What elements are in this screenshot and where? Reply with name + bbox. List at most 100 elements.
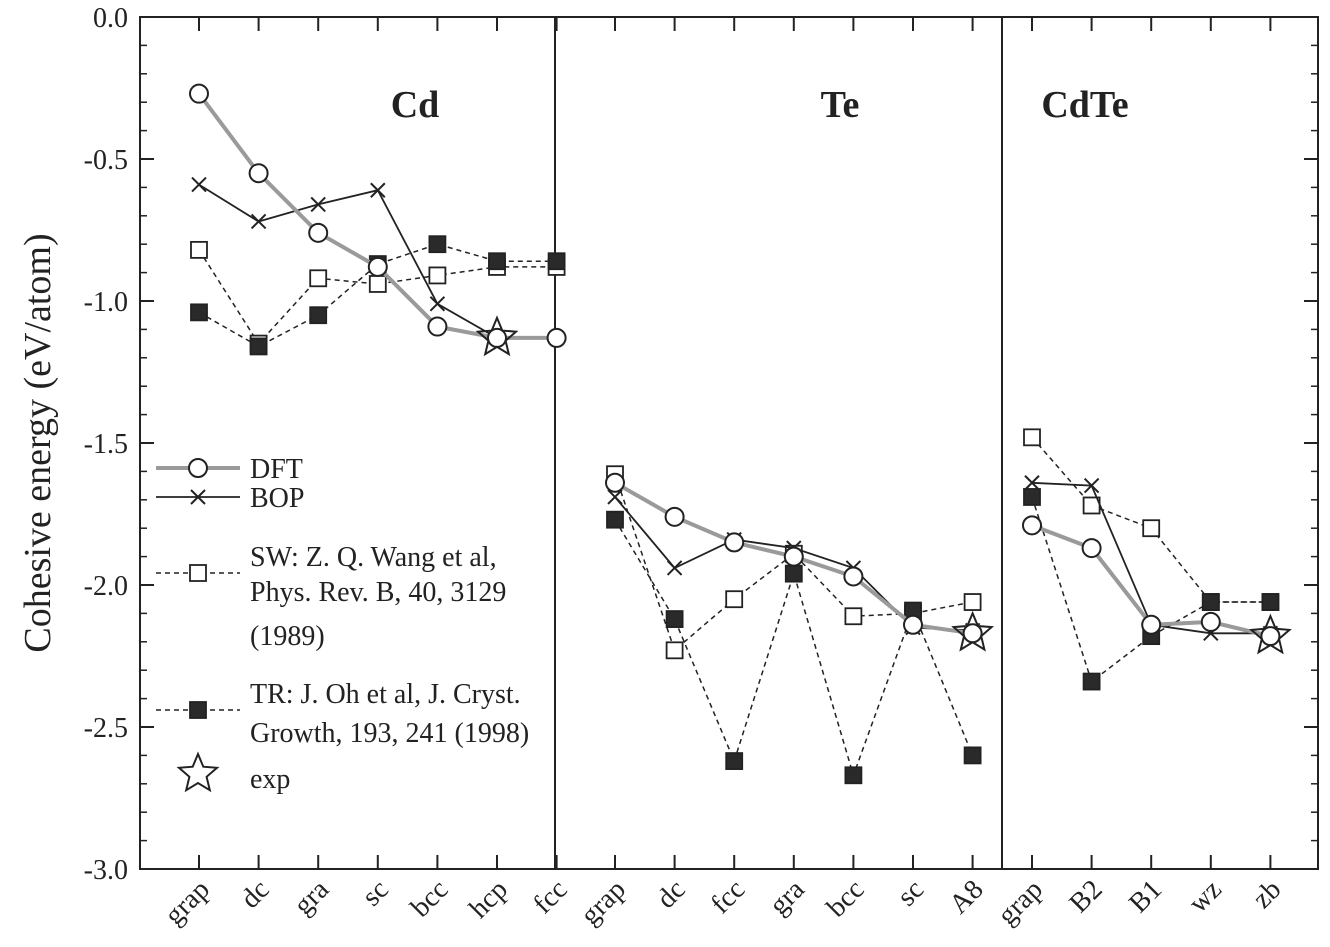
- point-bop-bcc: [429, 296, 446, 312]
- point-dft-B1: [1141, 614, 1162, 635]
- panel-titles: Cd Te CdTe: [391, 84, 1129, 126]
- point-bop-grap: [607, 489, 623, 505]
- point-tr-bcc: [844, 766, 863, 785]
- point-tr-grap: [190, 303, 208, 322]
- point-bop-dc: [666, 560, 683, 576]
- legend-text-tr-1: Growth, 193, 241 (1998): [250, 718, 529, 749]
- point-exp-A8: [951, 610, 995, 652]
- point-dft-sc: [903, 614, 923, 635]
- point-bop-B2: [1083, 477, 1100, 494]
- point-tr-A8: [963, 746, 982, 765]
- legend-text-bop-0: BOP: [250, 483, 304, 514]
- panel-title-Cd: Cd: [391, 84, 440, 126]
- x-tick-label-gra: gra: [288, 874, 336, 922]
- x-tick-label-bcc: bcc: [405, 874, 454, 923]
- point-dft-bcc: [427, 316, 448, 337]
- point-tr-hcp: [488, 252, 506, 271]
- series-line-bop: [1031, 481, 1271, 635]
- legend-entry-bop: BOP: [156, 483, 304, 514]
- x-tick-label-B2: B2: [1064, 874, 1109, 919]
- point-dft-fcc: [724, 532, 745, 553]
- series-dft-Cd: [189, 83, 567, 348]
- point-tr-wz: [1201, 593, 1220, 611]
- x-tick-label-B1: B1: [1123, 874, 1168, 919]
- series-line-tr: [1031, 496, 1271, 683]
- point-bop-dc: [250, 213, 267, 230]
- panel-Te: [605, 465, 995, 785]
- series-layer: [189, 83, 1292, 785]
- point-tr-dc: [665, 610, 684, 628]
- legend-text-sw-2: (1989): [250, 621, 325, 652]
- point-sw-A8: [963, 593, 982, 611]
- x-tick-label-grap: grap: [159, 874, 216, 931]
- legend-marker-bop: [190, 489, 206, 505]
- x-tick-label-grap: grap: [575, 874, 632, 931]
- x-tick-label-sc: sc: [892, 874, 930, 912]
- x-tick-label-dc: dc: [235, 874, 276, 915]
- panel-CdTe: [1022, 428, 1292, 691]
- point-dft-B2: [1081, 538, 1102, 559]
- point-tr-fcc: [547, 252, 566, 271]
- point-bop-grap: [1024, 475, 1040, 491]
- x-tick-label-hcp: hcp: [463, 874, 514, 925]
- point-exp-hcp: [475, 315, 519, 357]
- legend-text-exp-0: exp: [250, 764, 290, 795]
- legend-marker-exp: [176, 751, 220, 793]
- point-dft-grap: [189, 83, 209, 104]
- legend-marker-sw: [189, 564, 207, 582]
- x-tick-label-gra: gra: [764, 874, 812, 922]
- legend-entry-sw: SW: Z. Q. Wang et al, Phys. Rev. B, 40, 3…: [156, 542, 506, 652]
- point-tr-gra: [309, 306, 328, 325]
- y-tick-label: -2.0: [84, 571, 128, 602]
- x-tick-label-wz: wz: [1183, 874, 1228, 919]
- point-sw-sc: [368, 275, 387, 293]
- point-dft-grap: [605, 472, 625, 493]
- y-tick-label: 0.0: [93, 3, 128, 34]
- panel-Cd: [189, 83, 567, 357]
- y-tick-label: -1.0: [84, 287, 128, 318]
- point-dft-dc: [664, 506, 685, 527]
- legend-text-sw-0: SW: Z. Q. Wang et al,: [250, 542, 497, 573]
- y-axis: 0.0 -0.5 -1.0 -1.5 -2.0 -2.5 -3.0 Cohesive ener…: [17, 3, 1318, 886]
- point-tr-B2: [1082, 672, 1101, 691]
- point-dft-fcc: [546, 327, 567, 348]
- point-bop-grap: [191, 176, 207, 193]
- point-tr-zb: [1261, 593, 1280, 611]
- point-sw-dc: [665, 641, 684, 660]
- series-sw-CdTe: [1023, 428, 1280, 611]
- legend-entry-tr: TR: J. Oh et al, J. Cryst. Growth, 193, 2…: [156, 679, 529, 749]
- x-tick-label-bcc: bcc: [821, 874, 870, 923]
- point-dft-gra: [308, 222, 329, 243]
- x-tick-label-A8: A8: [943, 874, 989, 920]
- legend-marker-dft: [188, 458, 208, 478]
- point-dft-bcc: [843, 566, 864, 587]
- point-dft-gra: [783, 546, 804, 567]
- x-tick-label-fcc: fcc: [705, 874, 751, 920]
- y-tick-label: -3.0: [84, 855, 128, 886]
- legend-entry-exp: exp: [176, 751, 290, 795]
- point-sw-grap: [190, 240, 208, 259]
- point-sw-gra: [309, 269, 328, 288]
- point-sw-grap: [1023, 428, 1041, 447]
- series-tr-Te: [606, 510, 982, 785]
- series-dft-Te: [605, 472, 983, 644]
- legend-entry-dft: DFT: [156, 454, 303, 485]
- point-tr-fcc: [725, 752, 744, 770]
- point-dft-dc: [248, 163, 269, 184]
- point-tr-bcc: [428, 235, 447, 254]
- point-sw-bcc: [844, 607, 863, 626]
- x-tick-label-sc: sc: [356, 874, 394, 912]
- point-bop-gra: [310, 196, 326, 213]
- legend-text-sw-1: Phys. Rev. B, 40, 3129: [250, 577, 506, 608]
- point-dft-sc: [367, 256, 388, 277]
- point-sw-fcc: [725, 590, 744, 609]
- x-tick-label-grap: grap: [992, 874, 1049, 931]
- y-tick-label: -0.5: [84, 145, 128, 176]
- x-tick-label-zb: zb: [1247, 874, 1288, 915]
- y-tick-label: -2.5: [84, 713, 128, 744]
- y-tick-label: -1.5: [84, 429, 128, 460]
- legend-text-tr-0: TR: J. Oh et al, J. Cryst.: [250, 679, 521, 710]
- legend-marker-tr: [189, 701, 207, 719]
